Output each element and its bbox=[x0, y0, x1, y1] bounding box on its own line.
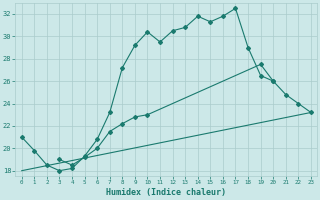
X-axis label: Humidex (Indice chaleur): Humidex (Indice chaleur) bbox=[106, 188, 226, 197]
